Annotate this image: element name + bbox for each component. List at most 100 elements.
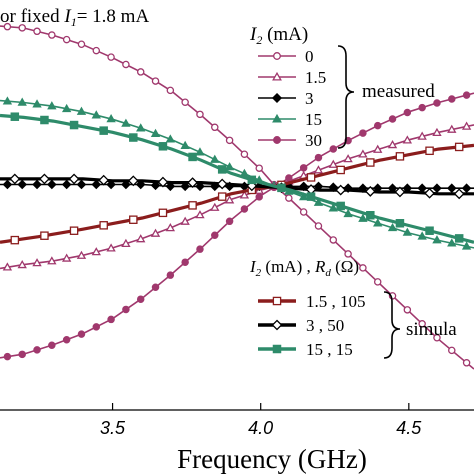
series-point — [106, 243, 116, 252]
series-point — [364, 185, 376, 197]
series-point — [358, 213, 368, 222]
series-point — [69, 120, 79, 130]
series-point — [17, 179, 28, 190]
series-point — [314, 222, 323, 230]
legend-label: 30 — [305, 131, 322, 150]
series-point — [373, 121, 382, 130]
series-point — [453, 188, 465, 200]
series-point — [127, 175, 139, 187]
series-point — [402, 135, 413, 144]
legend-simulated-entry: 1.5 , 105 — [258, 292, 366, 311]
series-point — [195, 181, 205, 192]
series-simulated — [0, 173, 474, 200]
series-point — [122, 305, 130, 314]
series-point — [61, 103, 72, 113]
series-point — [211, 231, 219, 240]
series-point — [335, 184, 347, 196]
legend-label: 15 — [305, 110, 322, 129]
series-point — [418, 320, 426, 328]
legend-measured-entries: 0 1.5 3 15 30 — [258, 47, 326, 150]
series-point — [166, 271, 175, 279]
series-point — [433, 99, 441, 107]
series-point — [32, 258, 42, 267]
series-point — [373, 278, 382, 286]
series-point — [373, 144, 383, 153]
series-point — [306, 173, 316, 182]
series-point — [136, 234, 146, 243]
series-layer — [0, 22, 474, 370]
series-point — [417, 183, 427, 194]
series-simulated — [0, 112, 474, 244]
series-point — [62, 35, 71, 44]
series-point — [285, 174, 293, 182]
series-point — [454, 234, 464, 243]
series-point — [165, 181, 176, 192]
series-point — [387, 140, 398, 149]
series-point — [3, 22, 12, 31]
series-point — [92, 46, 101, 55]
series-point — [18, 24, 26, 32]
series-point — [107, 315, 115, 324]
legend-measured-entry: 3 — [258, 89, 314, 108]
series-point — [188, 152, 197, 162]
series-point — [359, 264, 367, 272]
series-point — [77, 40, 86, 49]
series-point — [107, 53, 115, 61]
series-point — [150, 180, 161, 191]
legend-simulated-brace — [383, 291, 401, 359]
series-point — [359, 129, 367, 137]
series-point — [366, 158, 375, 167]
series-point — [447, 124, 457, 133]
series-point — [329, 145, 338, 153]
series-point — [181, 258, 189, 266]
series-point — [299, 208, 308, 216]
series-point — [121, 238, 131, 247]
series-point — [195, 210, 205, 219]
series-point — [306, 192, 316, 201]
series-point — [336, 165, 345, 175]
series-point — [210, 154, 220, 163]
series-point — [433, 334, 441, 342]
series-point — [157, 176, 169, 188]
series-point — [151, 283, 160, 292]
series-point — [10, 235, 20, 245]
series-point — [448, 95, 456, 103]
series-point — [68, 173, 80, 185]
series-point — [196, 245, 204, 253]
plot-area: 3.5 4.0 4.5 — [0, 22, 474, 438]
series-point — [461, 241, 472, 250]
series-point — [18, 350, 26, 359]
legend-measured-header: I2 (mA) — [249, 24, 308, 47]
series-point — [403, 108, 412, 117]
series-point — [47, 256, 57, 265]
series-point — [61, 179, 72, 190]
series-point — [39, 173, 50, 185]
series-point — [328, 203, 338, 212]
series-point — [454, 142, 464, 152]
series-point — [424, 187, 435, 199]
series-point — [166, 86, 175, 95]
series-point — [225, 217, 234, 226]
legend-marker — [271, 319, 283, 331]
series-point — [255, 164, 263, 172]
series-point — [69, 226, 79, 235]
x-tick-label: 3.5 — [100, 418, 126, 438]
series-point — [462, 359, 471, 367]
series-point — [394, 186, 406, 198]
series-point — [217, 192, 227, 201]
series-point — [298, 192, 309, 201]
series-point — [247, 175, 257, 185]
series-point — [91, 110, 101, 119]
series-measured — [0, 121, 474, 271]
series-point — [32, 179, 42, 190]
series-point — [395, 219, 405, 228]
legend-simulated-entry: 15 , 15 — [258, 340, 353, 359]
series-point — [33, 346, 41, 354]
series-point — [388, 115, 397, 123]
series-point — [196, 110, 204, 119]
series-point — [180, 181, 190, 192]
series-point — [62, 335, 71, 344]
